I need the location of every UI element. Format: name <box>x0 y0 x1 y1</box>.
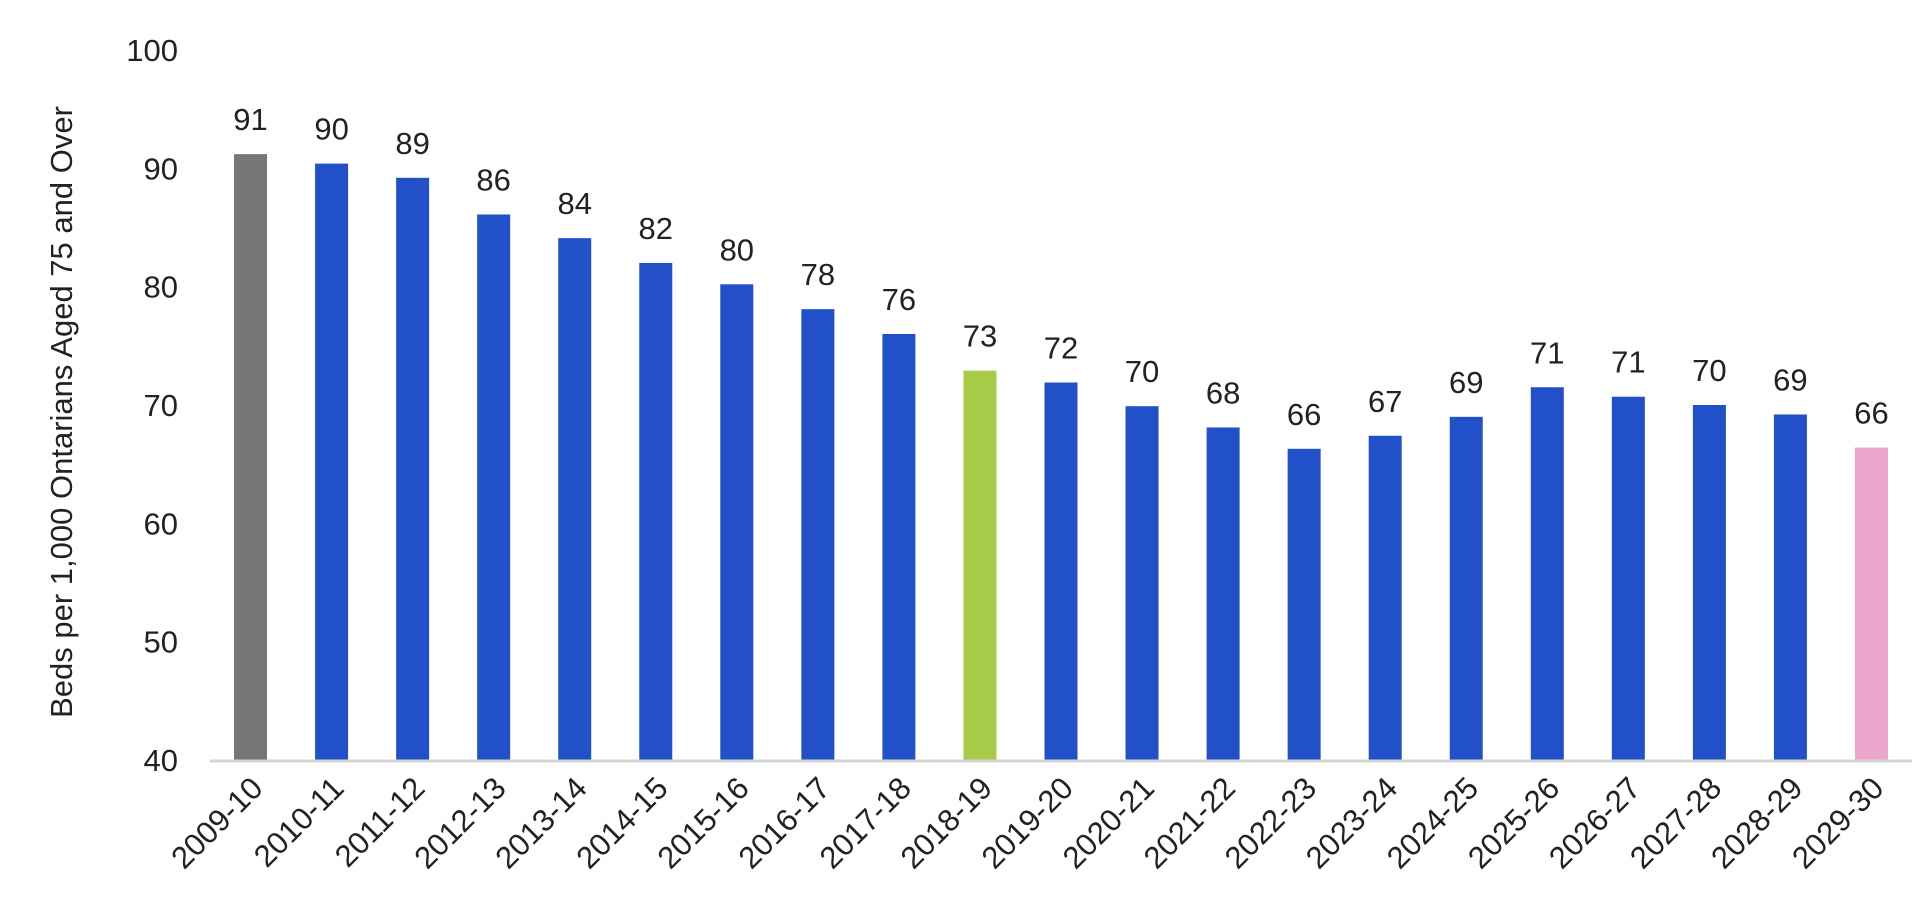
bar-2019-20 <box>1044 382 1078 760</box>
bar-2022-23 <box>1287 448 1321 760</box>
data-label: 71 <box>1530 335 1564 370</box>
x-tick-label: 2029-30 <box>1785 770 1890 875</box>
data-label: 66 <box>1287 397 1321 432</box>
data-label: 67 <box>1368 384 1402 419</box>
data-label: 86 <box>476 162 510 197</box>
x-tick-label: 2010-11 <box>247 770 351 874</box>
bar-2011-12 <box>396 177 430 761</box>
bar-2016-17 <box>801 309 835 760</box>
bar-2028-29 <box>1773 414 1807 760</box>
data-label: 80 <box>720 232 754 267</box>
bar-2020-21 <box>1125 406 1159 760</box>
bar-2010-11 <box>315 163 349 761</box>
data-labels: 91 90 89 86 84 82 80 78 76 73 72 70 68 66 67 69 71 71 70 69… <box>233 102 1888 432</box>
y-tick-label: 70 <box>144 388 178 423</box>
data-label: 90 <box>314 112 348 147</box>
data-label: 69 <box>1773 362 1807 397</box>
y-tick-label: 60 <box>144 506 178 541</box>
data-label: 68 <box>1206 375 1240 410</box>
bar-2009-10 <box>234 154 268 761</box>
y-tick-label: 40 <box>144 743 178 778</box>
y-tick-label: 100 <box>126 33 178 68</box>
bars <box>234 154 1888 761</box>
y-tick-label: 50 <box>144 625 178 660</box>
data-label: 66 <box>1854 396 1888 431</box>
bar-2024-25 <box>1449 416 1483 760</box>
data-label: 89 <box>395 126 429 161</box>
data-label: 82 <box>639 211 673 246</box>
bar-2027-28 <box>1692 405 1726 760</box>
bar-2012-13 <box>477 214 511 760</box>
x-tick-label: 2009-10 <box>164 770 269 875</box>
x-axis-ticks: 2009-102010-112011-122012-132013-142014-… <box>164 770 1890 875</box>
data-label: 78 <box>801 257 835 292</box>
bar-2014-15 <box>639 263 673 760</box>
bar-2029-30 <box>1854 447 1888 760</box>
bar-2017-18 <box>882 334 916 760</box>
bar-2026-27 <box>1611 396 1645 760</box>
bar-2021-22 <box>1206 427 1240 760</box>
y-axis-ticks: 40 50 60 70 80 90 100 <box>126 33 178 778</box>
data-label: 91 <box>233 102 267 137</box>
data-label: 70 <box>1692 353 1726 388</box>
y-tick-label: 80 <box>144 270 178 305</box>
bar-2015-16 <box>720 284 754 760</box>
bar-2018-19 <box>963 370 997 760</box>
data-label: 84 <box>557 186 591 221</box>
bar-2025-26 <box>1530 387 1564 760</box>
y-axis-title: Beds per 1,000 Ontarians Aged 75 and Ove… <box>44 106 79 718</box>
data-label: 76 <box>882 282 916 317</box>
y-tick-label: 90 <box>144 151 178 186</box>
data-label: 72 <box>1044 331 1078 366</box>
data-label: 73 <box>963 319 997 354</box>
data-label: 69 <box>1449 365 1483 400</box>
bar-2013-14 <box>558 238 592 760</box>
data-label: 70 <box>1125 354 1159 389</box>
bar-2023-24 <box>1368 435 1402 760</box>
data-label: 71 <box>1611 345 1645 380</box>
